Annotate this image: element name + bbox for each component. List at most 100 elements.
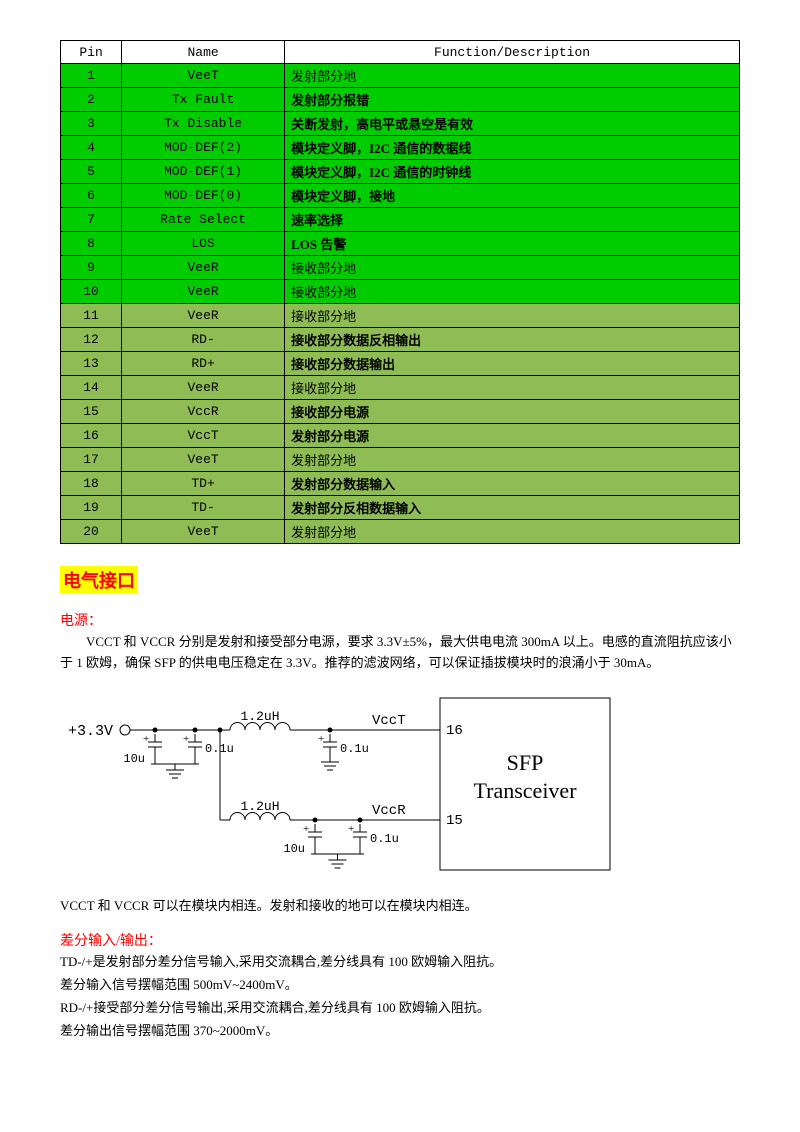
cell-name: VeeT	[122, 448, 285, 472]
table-row: 19TD-发射部分反相数据输入	[61, 496, 740, 520]
cell-pin: 8	[61, 232, 122, 256]
table-row: 10VeeR接收部分地	[61, 280, 740, 304]
cell-name: VeeR	[122, 304, 285, 328]
subtitle-power: 电源：	[60, 610, 740, 630]
cell-pin: 15	[61, 400, 122, 424]
cell-func: 接收部分地	[285, 304, 740, 328]
table-row: 8LOSLOS 告警	[61, 232, 740, 256]
pin-table: Pin Name Function/Description 1VeeT发射部分地…	[60, 40, 740, 544]
table-header-row: Pin Name Function/Description	[61, 41, 740, 64]
svg-text:1.2uH: 1.2uH	[240, 799, 279, 814]
table-row: 11VeeR接收部分地	[61, 304, 740, 328]
cell-name: LOS	[122, 232, 285, 256]
diff-line: RD-/+接受部分差分信号输出,采用交流耦合,差分线具有 100 欧姆输入阻抗。	[60, 998, 740, 1019]
cell-pin: 19	[61, 496, 122, 520]
cell-func: 速率选择	[285, 208, 740, 232]
filter-circuit-diagram: +3.3V+10u+0.1u1.2uH+0.1uVccT161.2uH+10u+…	[60, 690, 740, 880]
cell-func: 发射部分数据输入	[285, 472, 740, 496]
power-paragraph-1: VCCT 和 VCCR 分别是发射和接受部分电源，要求 3.3V±5%，最大供电…	[60, 632, 740, 674]
cell-name: VeeT	[122, 64, 285, 88]
cell-pin: 18	[61, 472, 122, 496]
cell-pin: 5	[61, 160, 122, 184]
cell-func: 发射部分反相数据输入	[285, 496, 740, 520]
cell-pin: 1	[61, 64, 122, 88]
cell-func: 接收部分地	[285, 280, 740, 304]
cell-func: 接收部分地	[285, 376, 740, 400]
table-row: 7Rate Select速率选择	[61, 208, 740, 232]
svg-text:VccT: VccT	[372, 713, 406, 729]
svg-text:VccR: VccR	[372, 803, 406, 819]
svg-text:10u: 10u	[283, 842, 305, 856]
cell-func: 发射部分报错	[285, 88, 740, 112]
table-row: 15VccR接收部分电源	[61, 400, 740, 424]
svg-text:0.1u: 0.1u	[340, 742, 369, 756]
cell-pin: 7	[61, 208, 122, 232]
cell-name: Tx Fault	[122, 88, 285, 112]
cell-pin: 2	[61, 88, 122, 112]
cell-name: VeeR	[122, 376, 285, 400]
cell-func: 关断发射，高电平或悬空是有效	[285, 112, 740, 136]
cell-name: Rate Select	[122, 208, 285, 232]
cell-pin: 10	[61, 280, 122, 304]
cell-func: LOS 告警	[285, 232, 740, 256]
table-row: 3Tx Disable关断发射，高电平或悬空是有效	[61, 112, 740, 136]
svg-text:+3.3V: +3.3V	[68, 723, 113, 740]
cell-name: VeeR	[122, 256, 285, 280]
svg-text:+: +	[348, 823, 354, 835]
svg-text:16: 16	[446, 723, 463, 739]
cell-func: 发射部分地	[285, 64, 740, 88]
svg-text:1.2uH: 1.2uH	[240, 709, 279, 724]
cell-name: MOD-DEF(1)	[122, 160, 285, 184]
svg-text:+: +	[183, 733, 189, 745]
cell-func: 接收部分数据反相输出	[285, 328, 740, 352]
cell-name: TD+	[122, 472, 285, 496]
diff-line: TD-/+是发射部分差分信号输入,采用交流耦合,差分线具有 100 欧姆输入阻抗…	[60, 952, 740, 973]
cell-name: MOD-DEF(0)	[122, 184, 285, 208]
cell-pin: 17	[61, 448, 122, 472]
diff-line: 差分输入信号摆幅范围 500mV~2400mV。	[60, 975, 740, 996]
table-row: 18TD+发射部分数据输入	[61, 472, 740, 496]
cell-name: MOD-DEF(2)	[122, 136, 285, 160]
cell-func: 模块定义脚，接地	[285, 184, 740, 208]
table-row: 9VeeR接收部分地	[61, 256, 740, 280]
cell-name: VeeT	[122, 520, 285, 544]
table-row: 13RD+接收部分数据输出	[61, 352, 740, 376]
cell-pin: 20	[61, 520, 122, 544]
header-pin: Pin	[61, 41, 122, 64]
cell-pin: 9	[61, 256, 122, 280]
section-title-electrical: 电气接口	[60, 566, 138, 594]
svg-text:0.1u: 0.1u	[205, 742, 234, 756]
cell-pin: 16	[61, 424, 122, 448]
diff-line: 差分输出信号摆幅范围 370~2000mV。	[60, 1021, 740, 1042]
power-paragraph-2: VCCT 和 VCCR 可以在模块内相连。发射和接收的地可以在模块内相连。	[60, 896, 740, 917]
svg-text:+: +	[143, 733, 149, 745]
table-row: 4MOD-DEF(2)模块定义脚，I2C 通信的数据线	[61, 136, 740, 160]
header-name: Name	[122, 41, 285, 64]
cell-name: VccR	[122, 400, 285, 424]
subtitle-diff: 差分输入/输出：	[60, 930, 740, 950]
cell-func: 接收部分地	[285, 256, 740, 280]
cell-name: Tx Disable	[122, 112, 285, 136]
cell-func: 发射部分电源	[285, 424, 740, 448]
svg-text:SFP: SFP	[507, 750, 544, 775]
svg-text:+: +	[303, 823, 309, 835]
cell-name: RD+	[122, 352, 285, 376]
table-row: 5MOD-DEF(1)模块定义脚，I2C 通信的时钟线	[61, 160, 740, 184]
cell-name: TD-	[122, 496, 285, 520]
cell-pin: 12	[61, 328, 122, 352]
cell-pin: 11	[61, 304, 122, 328]
table-row: 14VeeR接收部分地	[61, 376, 740, 400]
svg-text:15: 15	[446, 813, 463, 829]
table-row: 6MOD-DEF(0)模块定义脚，接地	[61, 184, 740, 208]
svg-text:0.1u: 0.1u	[370, 832, 399, 846]
cell-name: RD-	[122, 328, 285, 352]
cell-pin: 3	[61, 112, 122, 136]
cell-func: 接收部分电源	[285, 400, 740, 424]
table-row: 2Tx Fault发射部分报错	[61, 88, 740, 112]
table-row: 16VccT发射部分电源	[61, 424, 740, 448]
cell-func: 模块定义脚，I2C 通信的时钟线	[285, 160, 740, 184]
cell-pin: 6	[61, 184, 122, 208]
cell-pin: 4	[61, 136, 122, 160]
svg-text:Transceiver: Transceiver	[473, 778, 577, 803]
cell-func: 模块定义脚，I2C 通信的数据线	[285, 136, 740, 160]
